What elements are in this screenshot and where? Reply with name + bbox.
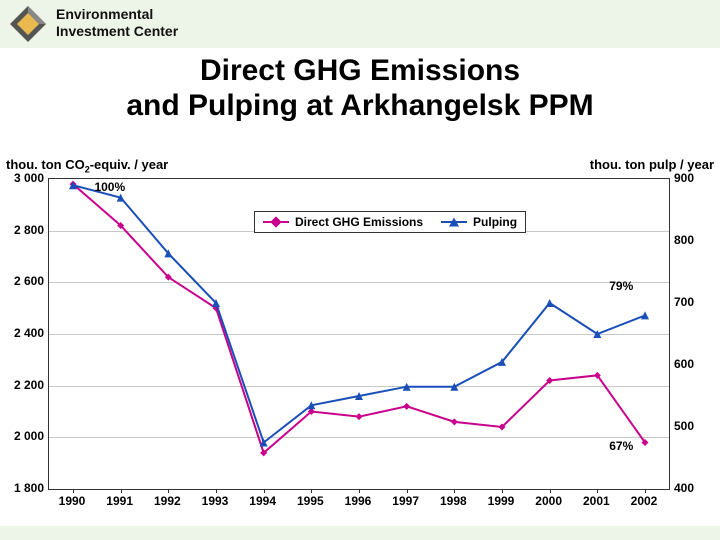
x-tick-label: 1996 (338, 494, 378, 508)
y-left-tick-label: 2 800 (4, 223, 44, 237)
x-tick (454, 489, 455, 493)
x-tick-label: 1998 (433, 494, 473, 508)
y-right-tick-label: 600 (674, 357, 710, 371)
x-tick (550, 489, 551, 493)
title-line2: and Pulping at Arkhangelsk PPM (0, 89, 720, 124)
x-tick-label: 1999 (481, 494, 521, 508)
series-marker (546, 299, 554, 307)
y-right-tick-label: 500 (674, 419, 710, 433)
x-tick (502, 489, 503, 493)
series-marker (451, 418, 458, 425)
x-tick (121, 489, 122, 493)
chart-annotation: 79% (609, 279, 633, 293)
x-tick (264, 489, 265, 493)
y-right-tick-label: 400 (674, 481, 710, 495)
legend: Direct GHG Emissions Pulping (254, 211, 526, 233)
series-marker (403, 403, 410, 410)
x-tick-label: 2000 (529, 494, 569, 508)
org-logo (8, 4, 48, 44)
x-tick (73, 489, 74, 493)
org-name-line2: Investment Center (56, 23, 178, 40)
chart-annotation: 100% (94, 180, 125, 194)
x-tick (359, 489, 360, 493)
x-tick-label: 2002 (624, 494, 664, 508)
y-left-tick-label: 3 000 (4, 171, 44, 185)
x-tick (216, 489, 217, 493)
x-tick (645, 489, 646, 493)
plot-area: Direct GHG Emissions Pulping 100% 79% 67% (48, 178, 670, 490)
chart: thou. ton CO2-equiv. / year thou. ton pu… (6, 160, 714, 530)
series-marker (641, 311, 649, 319)
x-tick-label: 1990 (52, 494, 92, 508)
legend-label-1: Pulping (473, 215, 517, 229)
title-line1: Direct GHG Emissions (0, 54, 720, 89)
x-tick-label: 1992 (147, 494, 187, 508)
y-left-tick-label: 1 800 (4, 481, 44, 495)
diamond-icon (8, 4, 48, 44)
x-tick (311, 489, 312, 493)
footer-band (0, 526, 720, 540)
y-left-tick-label: 2 400 (4, 326, 44, 340)
y-left-tick-label: 2 000 (4, 429, 44, 443)
x-tick (597, 489, 598, 493)
y-right-tick-label: 700 (674, 295, 710, 309)
chart-annotation: 67% (609, 439, 633, 453)
legend-item-ghg: Direct GHG Emissions (263, 215, 423, 229)
y-left-tick-label: 2 200 (4, 378, 44, 392)
series-marker (356, 413, 363, 420)
legend-item-pulping: Pulping (441, 215, 517, 229)
x-tick-label: 1993 (195, 494, 235, 508)
legend-label-0: Direct GHG Emissions (295, 215, 423, 229)
x-tick-label: 2001 (576, 494, 616, 508)
x-tick (168, 489, 169, 493)
org-name-line1: Environmental (56, 6, 178, 23)
y-right-tick-label: 900 (674, 171, 710, 185)
x-tick-label: 1995 (290, 494, 330, 508)
org-name: Environmental Investment Center (56, 6, 178, 40)
x-tick-label: 1994 (243, 494, 283, 508)
y-right-axis-title: thou. ton pulp / year (590, 157, 714, 172)
y-right-tick-label: 800 (674, 233, 710, 247)
x-tick-label: 1997 (386, 494, 426, 508)
y-left-tick-label: 2 600 (4, 274, 44, 288)
x-tick-label: 1991 (100, 494, 140, 508)
slide-title: Direct GHG Emissions and Pulping at Arkh… (0, 54, 720, 123)
x-tick (407, 489, 408, 493)
